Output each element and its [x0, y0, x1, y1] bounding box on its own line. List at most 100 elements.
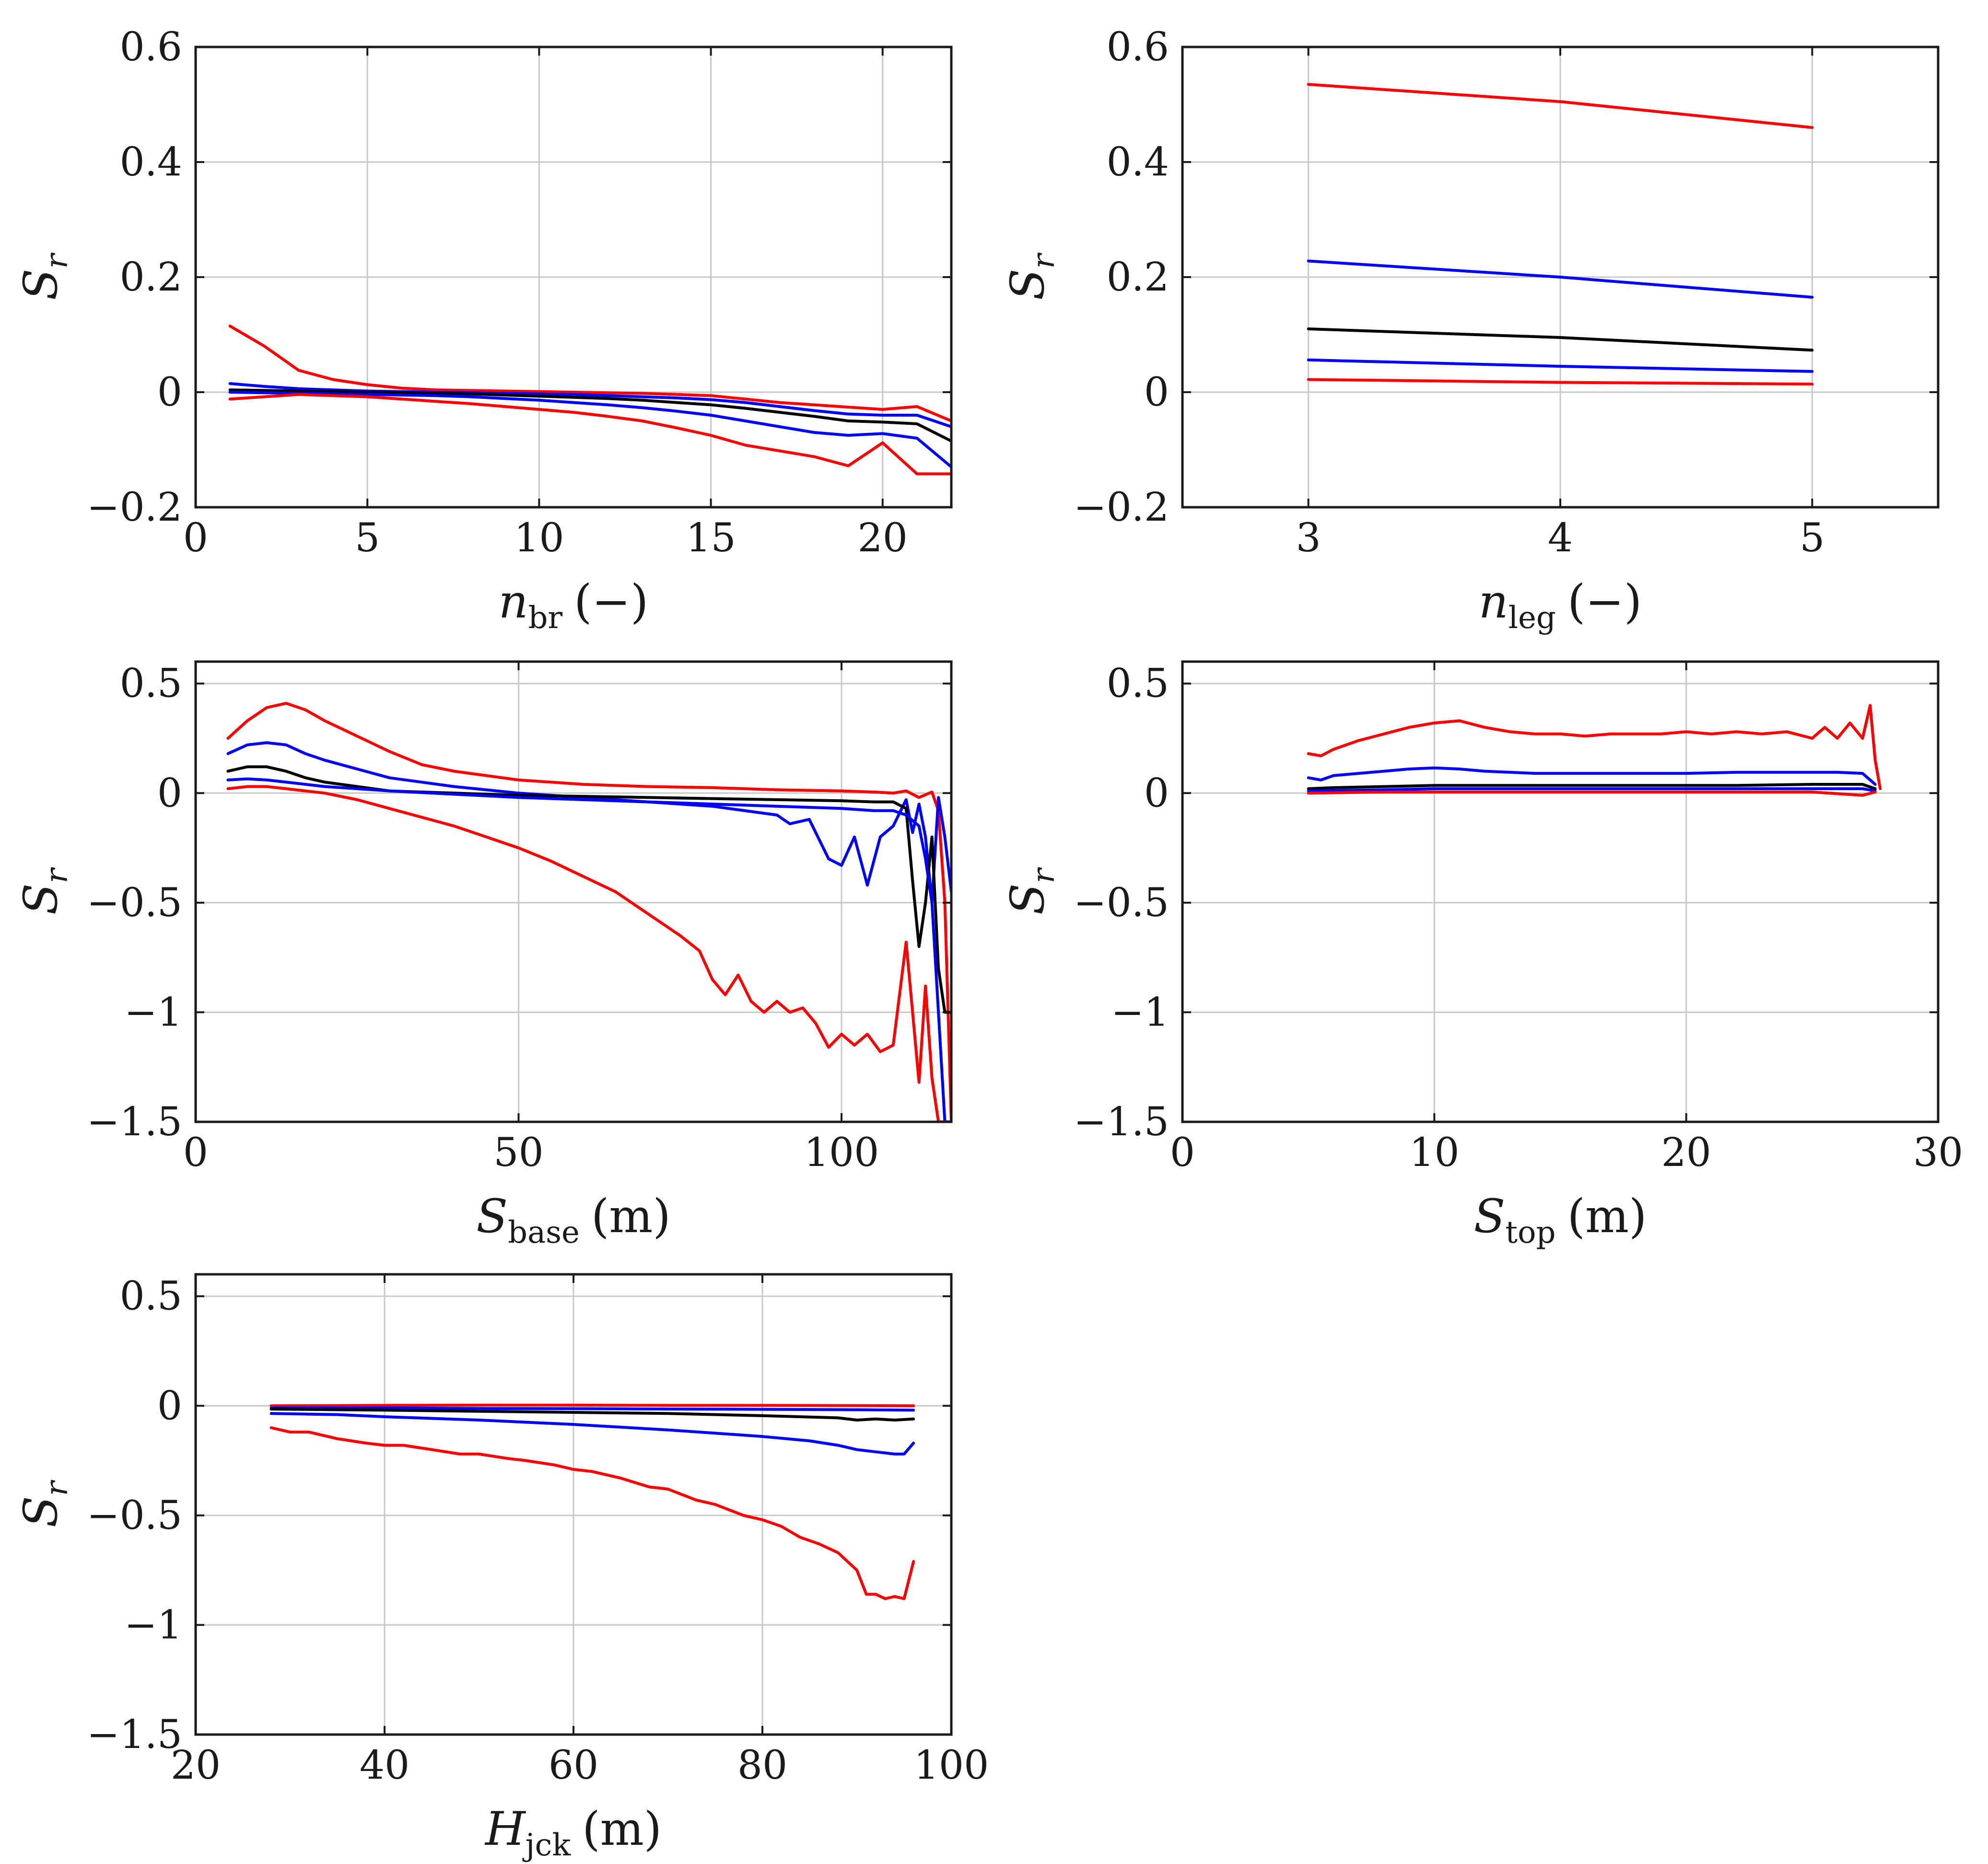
- x-tick-label: 20: [858, 515, 908, 561]
- x-tick-label: 0: [1170, 1130, 1195, 1176]
- x-tick-label: 60: [549, 1743, 598, 1788]
- x-axis-label: nbr (−): [499, 575, 649, 636]
- y-axis-label-symbol: S: [14, 268, 68, 300]
- x-axis-label-unit: (−): [574, 575, 648, 629]
- y-tick-label: −0.5: [87, 880, 182, 926]
- y-axis-label-subscript: r: [39, 252, 75, 268]
- x-tick-label: 40: [360, 1743, 409, 1788]
- x-axis-label: Sbase (m): [476, 1189, 671, 1250]
- x-axis-label-unit: (m): [591, 1189, 671, 1243]
- y-tick-label: 0.6: [1107, 24, 1169, 70]
- series-lower-inner-line: [226, 777, 951, 1122]
- x-tick-label: 10: [514, 515, 564, 561]
- x-axis-label: nleg (−): [1479, 575, 1642, 636]
- y-tick-label: −1.5: [87, 1099, 182, 1145]
- series-upper-outer-line: [1307, 83, 1814, 129]
- y-axis-label-symbol: S: [1001, 883, 1054, 915]
- y-axis-label-symbol: S: [14, 1496, 68, 1527]
- x-axis-label-subscript: leg: [1509, 600, 1556, 636]
- y-tick-label: 0: [157, 770, 182, 816]
- y-axis-label-symbol: S: [1001, 268, 1054, 300]
- x-tick-label: 80: [737, 1743, 787, 1788]
- x-axis-label-unit: (m): [582, 1802, 662, 1856]
- y-tick-label: 0.4: [120, 140, 182, 185]
- series-lower-outer-line: [269, 1426, 915, 1600]
- x-tick-label: 50: [493, 1130, 543, 1176]
- series-lower-inner-line: [1307, 358, 1814, 373]
- series-lower-inner-line: [1307, 787, 1877, 792]
- y-tick-label: −0.2: [87, 485, 182, 530]
- y-tick-label: 0: [1144, 370, 1169, 415]
- y-axis-label: Sr: [1001, 867, 1062, 915]
- y-tick-label: 0.2: [1107, 255, 1169, 300]
- y-tick-label: −1.5: [87, 1712, 182, 1758]
- series-group: [1307, 704, 1882, 797]
- subplot-sbase: 0 50 100 −1.5 −1 −0.5 0 0.5 Sbase (m) Sr: [14, 660, 953, 1250]
- y-tick-label: 0.4: [1107, 140, 1169, 185]
- axes-frame: [194, 660, 953, 1123]
- y-tick-label: −1: [124, 990, 182, 1035]
- y-axis-label: Sr: [14, 252, 75, 300]
- y-axis-label-subscript: r: [39, 867, 75, 883]
- x-tick-label: 5: [355, 515, 380, 561]
- series-median-line: [1307, 327, 1814, 352]
- y-tick-label: 0: [157, 1383, 182, 1429]
- series-group: [1307, 83, 1814, 386]
- x-tick-label: 0: [183, 1130, 208, 1176]
- x-axis-label-symbol: S: [476, 1189, 508, 1243]
- series-upper-outer-line: [226, 701, 951, 1122]
- y-tick-label: 0.5: [1107, 661, 1169, 707]
- x-axis-label-symbol: n: [1479, 575, 1509, 629]
- series-upper-inner-line: [269, 1406, 915, 1412]
- x-axis-label-unit: (m): [1567, 1189, 1647, 1243]
- series-group: [226, 701, 951, 1122]
- y-tick-label: 0: [1144, 770, 1169, 816]
- y-axis-label-subscript: r: [1026, 252, 1062, 268]
- x-tick-label: 3: [1296, 515, 1321, 561]
- y-axis-label-symbol: S: [14, 883, 68, 915]
- subplot-stop: 0 10 20 30 −1.5 −1 −0.5 0 0.5 Stop (m) Sr: [1001, 660, 1963, 1250]
- x-tick-label: 4: [1548, 515, 1573, 561]
- x-axis-label-subscript: base: [508, 1215, 580, 1250]
- series-group: [269, 1403, 915, 1600]
- series-lower-inner-line: [228, 391, 951, 468]
- x-axis-label-subscript: jck: [522, 1828, 572, 1863]
- series-lower-inner-line: [269, 1412, 915, 1456]
- y-tick-label: −1: [124, 1602, 182, 1648]
- x-tick-label: 15: [686, 515, 736, 561]
- y-tick-label: −0.5: [1074, 880, 1169, 926]
- y-axis-label-subscript: r: [39, 1480, 75, 1496]
- y-tick-label: 0.2: [120, 255, 182, 300]
- y-tick-label: 0.5: [120, 1274, 182, 1319]
- series-lower-outer-line: [226, 785, 947, 1122]
- subplot-nleg: 3 4 5 −0.2 0 0.2 0.4 0.6 nleg (−) Sr: [1001, 24, 1940, 636]
- y-tick-label: −0.2: [1074, 485, 1169, 530]
- x-axis-label-subscript: br: [528, 600, 562, 636]
- series-group: [228, 325, 951, 476]
- x-tick-label: 0: [183, 515, 208, 561]
- y-tick-label: 0.5: [120, 661, 182, 707]
- y-tick-label: −0.5: [87, 1493, 182, 1538]
- x-axis-label: Stop (m): [1474, 1189, 1647, 1250]
- x-tick-label: 100: [914, 1743, 989, 1788]
- subplot-hjck: 20 40 60 80 100 −1.5 −1 −0.5 0 0.5 Hjck (m) Sr: [14, 1273, 989, 1863]
- series-lower-outer-line: [228, 393, 951, 476]
- series-median-line: [269, 1408, 915, 1421]
- x-tick-label: 30: [1913, 1130, 1963, 1176]
- y-tick-label: −1: [1111, 990, 1169, 1035]
- y-axis-label: Sr: [14, 867, 75, 915]
- y-tick-label: −1.5: [1074, 1099, 1169, 1145]
- x-axis-label-symbol: H: [484, 1802, 526, 1856]
- series-upper-outer-line: [228, 325, 951, 422]
- x-axis-label-symbol: n: [499, 575, 528, 629]
- x-tick-label: 100: [804, 1130, 879, 1176]
- axes-frame: [1181, 660, 1940, 1123]
- series-lower-outer-line: [1307, 791, 1877, 797]
- series-upper-outer-line: [269, 1403, 915, 1408]
- series-median-line: [228, 388, 951, 443]
- series-median-line: [226, 765, 951, 1014]
- y-axis-label: Sr: [14, 1480, 75, 1527]
- y-axis-label: Sr: [1001, 252, 1062, 300]
